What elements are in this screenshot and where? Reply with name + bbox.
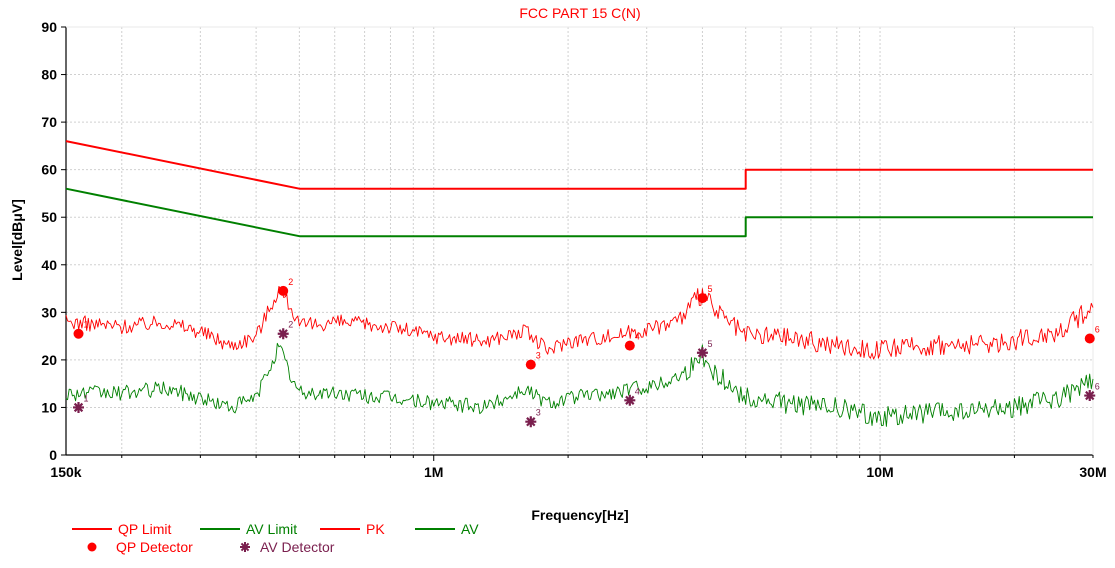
qp-detector-point [697,293,708,304]
x-tick-label: 10M [866,464,893,480]
qp-detector-label: 6 [1095,324,1100,334]
y-tick-label: 40 [41,257,57,273]
qp-detector-point [278,285,289,296]
series-qp-limit [65,140,1093,190]
y-tick-labels: 0 10 20 30 40 50 60 70 80 90 [41,19,57,463]
series-layer [65,140,1094,427]
y-tick-label: 70 [41,114,57,130]
qp-detector-label: 5 [707,284,712,294]
marker-layer: 1 2 3 4 5 6 1 2 3 4 5 6 [73,277,1100,428]
axes [61,26,1094,461]
qp-detector-label: 2 [288,277,293,287]
legend-label-av-detector: AV Detector [260,539,335,555]
av-detector-label: 3 [536,408,541,418]
x-tick-labels: 150k 1M 10M 30M [50,464,1106,480]
qp-detector-point [525,359,536,370]
legend: QP Limit AV Limit PK AV QP Detector AV Detect… [72,521,479,555]
av-detector-label: 6 [1095,382,1100,392]
av-detector-point [73,401,85,413]
y-tick-label: 90 [41,19,57,35]
y-tick-label: 30 [41,304,57,320]
y-tick-label: 10 [41,399,57,415]
qp-detector-label: 1 [84,320,89,330]
y-tick-label: 50 [41,209,57,225]
x-axis-label: Frequency[Hz] [531,507,628,523]
legend-label-pk: PK [366,521,385,537]
legend-label-qp-detector: QP Detector [116,539,193,555]
qp-detector-label: 4 [635,332,640,342]
av-detector-label: 5 [707,339,712,349]
legend-label-av: AV [461,521,479,537]
legend-label-qp-limit: QP Limit [118,521,172,537]
series-pk [65,285,1094,360]
av-detector-point [1084,390,1096,402]
y-tick-label: 60 [41,162,57,178]
av-detector-point [624,394,636,406]
av-detector-point [277,328,289,340]
series-av [65,342,1094,427]
x-tick-label: 150k [50,464,81,480]
av-detector-point [525,416,537,428]
qp-detector-point [624,340,635,351]
y-tick-label: 0 [49,447,57,463]
qp-detector-label: 3 [536,351,541,361]
series-av-limit [65,187,1093,238]
av-detector-point [696,347,708,359]
x-tick-label: 30M [1079,464,1106,480]
legend-swatch-av-detector [240,542,250,552]
x-tick-label: 1M [424,464,443,480]
av-detector-label: 1 [84,393,89,403]
legend-label-av-limit: AV Limit [246,521,297,537]
qp-detector-point [73,328,84,339]
y-axis-label: Level[dBμV] [9,199,25,281]
y-tick-label: 20 [41,352,57,368]
av-detector-label: 4 [635,386,640,396]
chart-title: FCC PART 15 C(N) [519,5,640,21]
qp-detector-point [1084,333,1095,344]
av-detector-label: 2 [288,320,293,330]
y-tick-label: 80 [41,67,57,83]
legend-swatch-qp-detector [87,542,97,552]
